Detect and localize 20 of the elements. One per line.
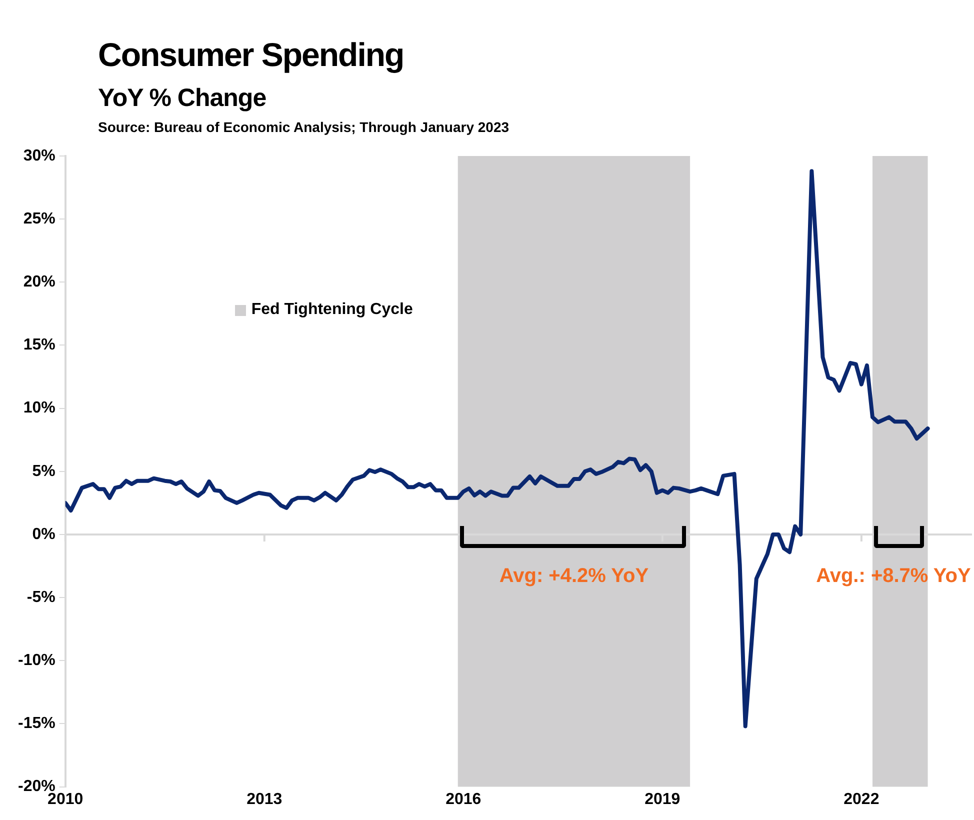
y-tick-label: 15% bbox=[23, 336, 56, 354]
annotation: Avg.: +8.7% YoY bbox=[816, 564, 972, 587]
x-tick-label: 2016 bbox=[446, 790, 482, 808]
x-tick-label: 2022 bbox=[844, 790, 880, 808]
y-tick-label: 20% bbox=[23, 274, 56, 291]
y-tick-label: 0% bbox=[32, 526, 56, 543]
x-tick-label: 2013 bbox=[246, 790, 282, 808]
chart-title: Consumer Spending bbox=[98, 36, 404, 74]
band-label: Fed Tightening Cycle bbox=[251, 301, 413, 319]
source-note: Source: Bureau of Economic Analysis; Through January 2023 bbox=[98, 119, 510, 135]
y-tick-label: 25% bbox=[23, 210, 56, 228]
y-tick-label: 30% bbox=[23, 147, 56, 164]
chart-subtitle: YoY % Change bbox=[98, 84, 266, 113]
y-tick-label: -15% bbox=[18, 715, 56, 732]
y-tick-label: 5% bbox=[32, 462, 56, 480]
x-tick-label: 2019 bbox=[644, 790, 680, 808]
y-tick-label: 10% bbox=[23, 400, 56, 417]
y-tick-label: -10% bbox=[18, 652, 56, 670]
annotation: Avg: +4.2% YoY bbox=[499, 564, 650, 587]
y-tick-label: -5% bbox=[26, 588, 56, 606]
